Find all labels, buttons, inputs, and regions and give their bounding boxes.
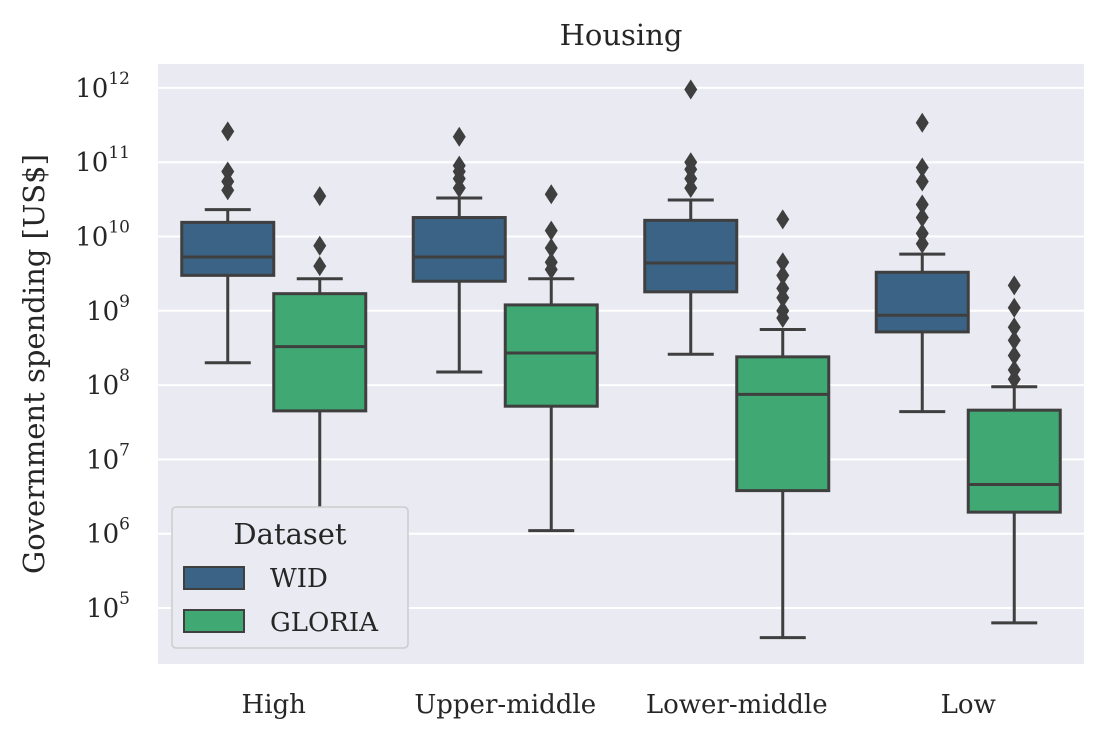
legend-title: Dataset — [233, 517, 347, 551]
box-gloria-lower-middle — [735, 209, 831, 640]
y-tick-label: 1010 — [75, 218, 130, 253]
legend-label-wid: WID — [270, 564, 328, 594]
outlier-point — [544, 238, 558, 259]
x-tick-label: High — [242, 690, 307, 720]
y-tick-label: 1012 — [75, 69, 130, 104]
box-gloria-low — [966, 275, 1062, 625]
box-gloria-upper-middle — [503, 184, 599, 533]
outlier-point — [776, 265, 790, 286]
outlier-point — [544, 252, 558, 273]
y-tick-labels: 105 106 107 108 109 1010 1011 1012 — [75, 69, 130, 624]
outlier-point — [776, 278, 790, 299]
outlier-point — [915, 194, 929, 215]
outlier-point — [776, 252, 790, 273]
outlier-point — [1007, 359, 1021, 380]
x-tick-label: Lower-middle — [646, 690, 828, 720]
box-wid-lower-middle — [643, 79, 739, 356]
outlier-point — [1007, 297, 1021, 318]
outlier-point — [915, 112, 929, 133]
outlier-point — [1007, 317, 1021, 338]
box-wid-upper-middle — [411, 126, 507, 374]
outlier-point — [915, 233, 929, 254]
outlier-point — [915, 171, 929, 192]
y-tick-label: 105 — [86, 589, 130, 624]
outlier-point — [313, 235, 327, 256]
legend: Dataset WID GLORIA — [171, 506, 409, 649]
outlier-point — [1007, 330, 1021, 351]
y-axis-label: Government spending [US$] — [17, 154, 51, 574]
legend-swatch-wid — [183, 566, 245, 590]
outlier-point — [452, 155, 466, 176]
outlier-point — [313, 256, 327, 277]
outlier-point — [915, 157, 929, 178]
box-iqr — [735, 355, 831, 493]
outlier-point — [221, 121, 235, 142]
box-wid-high — [180, 121, 276, 365]
box-groups — [180, 79, 1062, 640]
legend-label-gloria: GLORIA — [270, 608, 379, 638]
outlier-point — [1007, 345, 1021, 366]
outlier-point — [915, 207, 929, 228]
y-tick-label: 106 — [86, 515, 130, 550]
box-iqr — [180, 220, 276, 277]
box-iqr — [966, 408, 1062, 514]
outlier-point — [684, 79, 698, 100]
y-tick-label: 109 — [86, 292, 130, 327]
legend-swatch-gloria — [183, 609, 245, 633]
x-tick-labels: High Upper-middle Lower-middle Low — [242, 690, 996, 720]
box-iqr — [411, 216, 507, 283]
box-iqr — [272, 292, 368, 413]
x-tick-label: Upper-middle — [414, 690, 596, 720]
box-gloria-high — [272, 186, 368, 523]
y-tick-label: 107 — [86, 440, 130, 475]
outlier-point — [544, 184, 558, 205]
outlier-point — [1007, 275, 1021, 296]
outlier-point — [452, 126, 466, 147]
y-tick-label: 108 — [86, 366, 130, 401]
outlier-point — [221, 171, 235, 192]
outlier-point — [313, 186, 327, 207]
box-wid-low — [874, 112, 970, 414]
outlier-point — [915, 223, 929, 244]
outlier-point — [221, 161, 235, 182]
box-iqr — [503, 303, 599, 408]
box-iqr — [874, 270, 970, 334]
chart-title: Housing — [560, 18, 683, 52]
outlier-point — [544, 220, 558, 241]
box-iqr — [643, 218, 739, 294]
outlier-point — [776, 300, 790, 321]
outlier-point — [776, 209, 790, 230]
x-tick-label: Low — [941, 690, 996, 720]
y-tick-label: 1011 — [75, 143, 130, 178]
outlier-point — [684, 152, 698, 173]
